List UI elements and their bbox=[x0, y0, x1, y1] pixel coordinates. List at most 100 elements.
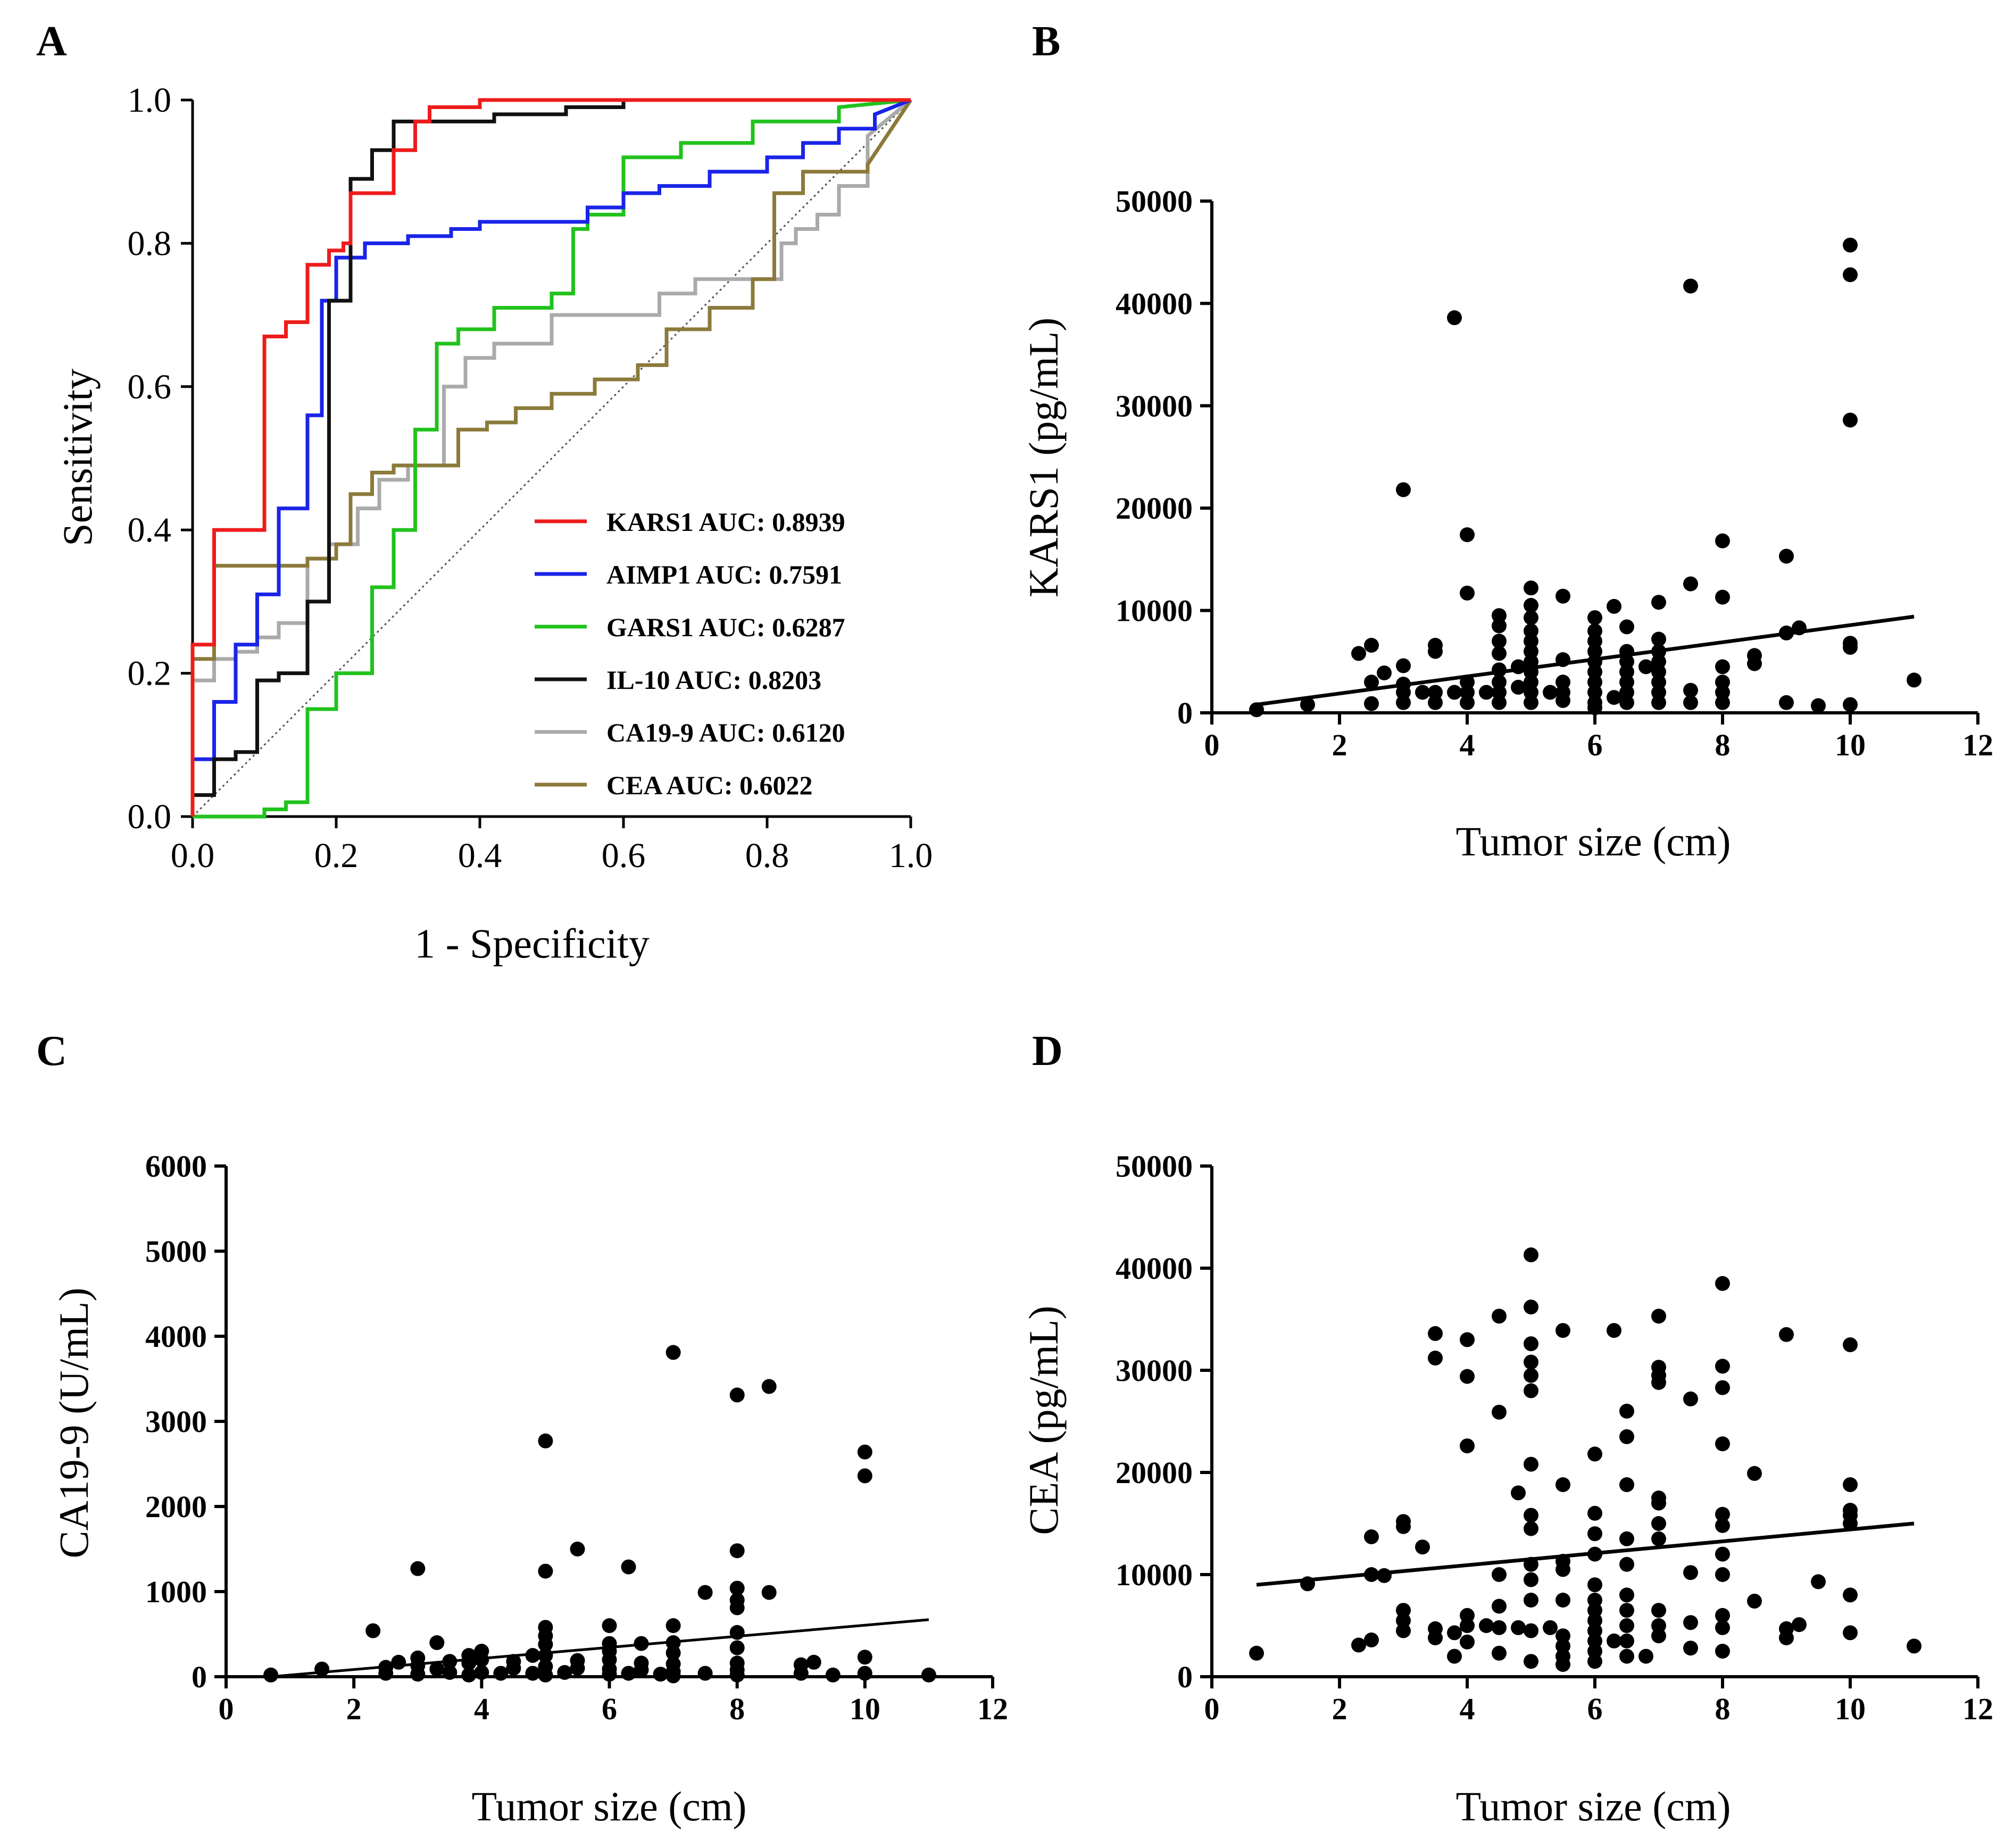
data-point bbox=[263, 1667, 279, 1683]
data-point bbox=[1511, 1485, 1526, 1501]
data-point bbox=[365, 1623, 381, 1638]
x-tick-label: 10 bbox=[850, 1692, 880, 1726]
y-tick-label: 0.4 bbox=[128, 511, 172, 550]
x-tick-label: 0.2 bbox=[314, 836, 359, 875]
y-tick-label: 40000 bbox=[1116, 1251, 1193, 1286]
y-tick-label: 30000 bbox=[1116, 389, 1193, 423]
y-axis-label-d: CEA (pg/mL) bbox=[1020, 1305, 1067, 1535]
data-point bbox=[557, 1665, 572, 1680]
data-point bbox=[1619, 1531, 1634, 1546]
data-point bbox=[1607, 598, 1621, 614]
data-point bbox=[1524, 1354, 1538, 1370]
data-point bbox=[1587, 1633, 1602, 1649]
data-point bbox=[729, 1655, 745, 1671]
data-point bbox=[1524, 623, 1538, 639]
data-point bbox=[1811, 1574, 1826, 1589]
data-point bbox=[1511, 679, 1526, 695]
data-point bbox=[1492, 1567, 1507, 1582]
data-point bbox=[1619, 1633, 1634, 1649]
data-point bbox=[314, 1661, 330, 1677]
y-tick-label: 3000 bbox=[145, 1404, 207, 1439]
data-point bbox=[1619, 644, 1634, 659]
data-point bbox=[1555, 1638, 1570, 1654]
panel-c-scatter-chart: C 0 2 4 6 8 10 12 0 1000 2000 3000 4000 5000 6000 Tum… bbox=[36, 1028, 1008, 1829]
data-point bbox=[1651, 695, 1666, 710]
data-point bbox=[1715, 1608, 1730, 1623]
x-tick-label: 1.0 bbox=[889, 836, 933, 875]
x-tick-label: 0.8 bbox=[745, 836, 789, 875]
data-point bbox=[1543, 1620, 1558, 1635]
x-axis-label-a: 1 - Specificity bbox=[414, 920, 650, 967]
data-point bbox=[1843, 1503, 1858, 1518]
data-point bbox=[1587, 664, 1602, 679]
data-point bbox=[1587, 654, 1602, 669]
data-point bbox=[506, 1654, 521, 1669]
data-point bbox=[442, 1654, 457, 1669]
data-point bbox=[1811, 698, 1826, 713]
y-tick-label: 50000 bbox=[1116, 1149, 1193, 1184]
x-tick-label: 0 bbox=[1204, 728, 1220, 762]
data-point bbox=[1524, 664, 1538, 679]
data-point bbox=[1524, 598, 1538, 613]
data-point bbox=[1683, 1641, 1698, 1656]
data-point bbox=[1555, 675, 1570, 690]
data-point bbox=[1460, 1618, 1475, 1633]
data-point bbox=[1683, 682, 1698, 698]
x-tick-label: 10 bbox=[1835, 728, 1866, 762]
data-point bbox=[1364, 675, 1379, 690]
kars1-scatter-plot-area: 0 2 4 6 8 10 12 0 10000 20000 30000 40000 50000 bbox=[1116, 184, 1993, 762]
data-point bbox=[1555, 652, 1570, 667]
y-axis-label-a: Sensitivity bbox=[54, 369, 101, 546]
x-tick-label: 2 bbox=[346, 1692, 362, 1726]
panel-a-roc-chart: A 0.0 0.2 0.4 0.6 0.8 1.0 0.0 0.2 0.4 0.6 0.8 1.0 1… bbox=[36, 18, 933, 967]
data-point bbox=[1747, 1466, 1762, 1481]
data-point bbox=[429, 1661, 445, 1677]
data-point bbox=[1907, 1638, 1921, 1654]
data-point bbox=[1492, 685, 1507, 700]
data-point bbox=[1779, 625, 1794, 640]
data-point bbox=[1587, 675, 1602, 690]
data-point bbox=[1638, 659, 1653, 675]
legend-entry-3: IL-10 AUC: 0.8203 bbox=[606, 665, 821, 695]
cea-scatter-plot-area: 0 2 4 6 8 10 12 0 10000 20000 30000 40000 50000 bbox=[1116, 1149, 1993, 1726]
data-point bbox=[1524, 1521, 1538, 1536]
data-point bbox=[1651, 631, 1666, 647]
roc-plot-area: 0.0 0.2 0.4 0.6 0.8 1.0 0.0 0.2 0.4 0.6 0.8 1.0 bbox=[128, 81, 933, 875]
reference-diagonal-line bbox=[192, 99, 912, 818]
data-point bbox=[1492, 1620, 1507, 1635]
data-point bbox=[729, 1543, 745, 1559]
data-point bbox=[1843, 267, 1858, 282]
x-tick-label: 10 bbox=[1835, 1692, 1866, 1726]
data-point bbox=[761, 1379, 777, 1394]
data-point bbox=[602, 1636, 617, 1651]
data-point bbox=[1651, 595, 1666, 610]
x-tick-label: 6 bbox=[602, 1692, 617, 1726]
data-point bbox=[1428, 1621, 1443, 1636]
data-point bbox=[1715, 1506, 1730, 1522]
data-point bbox=[1524, 685, 1538, 700]
x-tick-label: 8 bbox=[729, 1692, 745, 1726]
x-tick-label: 0 bbox=[219, 1692, 234, 1726]
data-point bbox=[825, 1667, 841, 1683]
data-point bbox=[1587, 1446, 1602, 1462]
y-tick-label: 0 bbox=[192, 1660, 207, 1694]
data-point bbox=[666, 1635, 681, 1650]
data-point bbox=[1396, 1603, 1411, 1618]
data-point bbox=[1715, 1276, 1730, 1291]
data-point bbox=[1396, 482, 1411, 497]
data-point bbox=[793, 1657, 809, 1672]
data-point bbox=[1555, 1323, 1570, 1338]
data-point bbox=[1607, 1633, 1621, 1649]
data-point bbox=[1396, 1613, 1411, 1628]
data-point bbox=[1651, 685, 1666, 700]
data-point bbox=[1364, 1632, 1379, 1647]
legend-entry-0: KARS1 AUC: 0.8939 bbox=[606, 507, 845, 537]
data-point bbox=[1715, 695, 1730, 710]
panel-b-label: B bbox=[1032, 18, 1060, 65]
data-point bbox=[921, 1667, 936, 1683]
data-point bbox=[1460, 585, 1475, 601]
x-tick-label: 2 bbox=[1332, 1692, 1347, 1726]
data-point bbox=[666, 1345, 681, 1360]
data-point bbox=[1587, 1644, 1602, 1659]
y-tick-label: 1000 bbox=[145, 1575, 207, 1609]
